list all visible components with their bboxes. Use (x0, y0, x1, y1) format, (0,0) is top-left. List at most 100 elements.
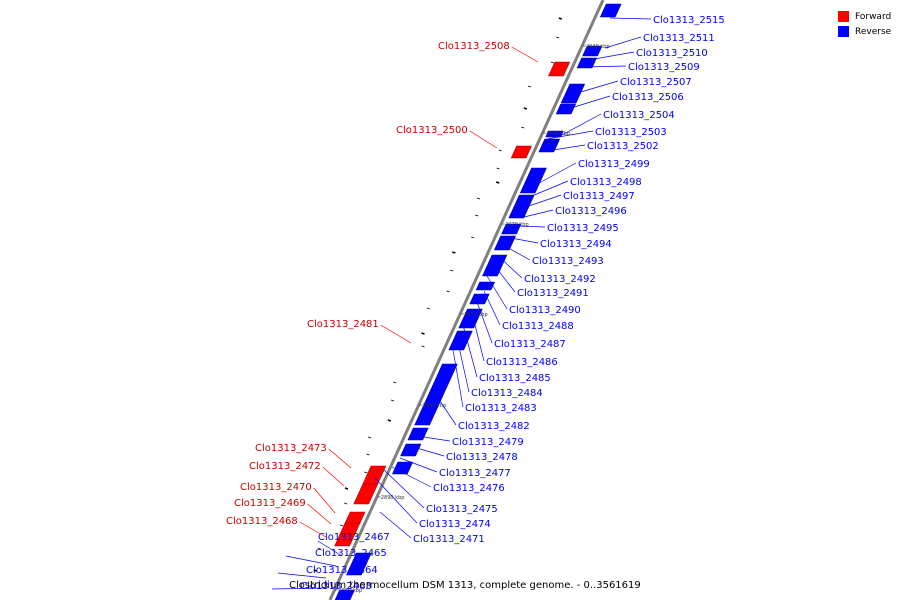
gene-block-fwd-0 (548, 61, 571, 77)
gene-block-rev-3 (560, 83, 586, 104)
leader-line (277, 572, 327, 579)
leader-line (502, 244, 531, 261)
gene-block-rev-21 (391, 461, 414, 475)
gene-block-rev-17 (448, 330, 473, 351)
gene-label: Clo1313_2486 (486, 357, 558, 368)
feature-dash (495, 181, 500, 184)
leader-line (519, 209, 554, 219)
feature-dash (476, 197, 481, 200)
gene-label: Clo1313_2498 (570, 177, 642, 188)
genome-caption: Clostridium thermocellum DSM 1313, compl… (289, 580, 641, 591)
gene-label: Clo1313_2485 (479, 373, 551, 384)
gene-block-rev-7 (538, 141, 559, 153)
gene-block-rev-2 (576, 57, 597, 69)
gene-label: Clo1313_2500 (396, 125, 468, 136)
gene-label: Clo1313_2490 (509, 305, 581, 316)
gene-block-fwd-1 (510, 145, 532, 159)
leader-line (496, 254, 523, 279)
leader-line (380, 324, 412, 344)
leader-line (469, 130, 498, 149)
feature-dash (450, 269, 454, 272)
leader-line (462, 324, 478, 378)
gene-label: Clo1313_2487 (494, 339, 566, 350)
gene-label: Clo1313_2475 (426, 504, 498, 515)
gene-label: Clo1313_2468 (226, 516, 298, 527)
gene-label: Clo1313_2491 (517, 288, 589, 299)
feature-dash (556, 36, 560, 39)
gene-block-rev-23 (334, 589, 355, 600)
leader-line (476, 301, 493, 344)
feature-dash (387, 419, 392, 422)
leader-line (452, 349, 464, 408)
tick-layer: 2940 kbp 2930 kbp 2920 kbp 2910 kbp 2900 kbp… (334, 44, 610, 594)
feature-dash (471, 236, 475, 239)
gene-label: Clo1313_2511 (643, 33, 715, 44)
gene-label: Clo1313_2506 (612, 92, 684, 103)
tick-label: 2930 kbp (546, 131, 570, 137)
feature-dash (368, 436, 372, 439)
legend-item-forward: Forward (838, 9, 891, 24)
gene-block-rev-11 (501, 223, 522, 235)
feature-dash (426, 307, 430, 310)
gene-label: Clo1313_2465 (315, 548, 387, 559)
gene-label: Clo1313_2482 (458, 421, 530, 432)
leader-line (582, 51, 635, 62)
gene-label: Clo1313_2507 (620, 77, 692, 88)
gene-label: Clo1313_2479 (452, 437, 524, 448)
leader-line (609, 17, 652, 20)
tick-label: 2890 kbp (381, 495, 405, 501)
leader-line (582, 65, 627, 68)
gene-label: Clo1313_2502 (587, 141, 659, 152)
tick-label: 2880 kbp (339, 588, 363, 594)
feature-dash (344, 487, 349, 490)
gene-block-rev-0 (599, 3, 622, 18)
tick-label: 2900 kbp (423, 403, 447, 409)
feature-dash (364, 471, 368, 474)
gene-label: Clo1313_2469 (234, 498, 306, 509)
feature-dash (558, 17, 563, 20)
feature-dash (550, 61, 554, 64)
gene-label: Clo1313_2495 (547, 223, 619, 234)
feature-dash (527, 85, 531, 88)
gene-labels-layer: Clo1313_2515 Clo1313_2511 Clo1313_2510 Clo1… (226, 15, 725, 592)
leader-line (379, 511, 412, 539)
feature-dash (393, 381, 397, 384)
gene-block-fwd-6 (334, 533, 356, 547)
gene-label: Clo1313_2472 (249, 461, 321, 472)
gene-label: Clo1313_2492 (524, 274, 596, 285)
gene-block-rev-20 (400, 443, 422, 457)
gene-block-rev-4 (555, 103, 577, 115)
gene-label: Clo1313_2504 (603, 110, 675, 121)
feature-dash (421, 345, 425, 348)
gene-label: Clo1313_2476 (433, 483, 505, 494)
leader-line (328, 448, 352, 469)
feature-dash (313, 569, 317, 572)
leader-line (604, 36, 642, 49)
gene-label: Clo1313_2510 (636, 48, 708, 59)
tick-label: 2910 kbp (464, 312, 488, 318)
gene-label: Clo1313_2515 (653, 15, 725, 26)
gene-block-rev-16 (458, 308, 483, 329)
leader-lines-layer (271, 17, 652, 590)
leader-line (416, 435, 451, 442)
gene-block-rev-5 (545, 130, 564, 138)
feature-dash (521, 126, 525, 129)
gene-label: Clo1313_2473 (255, 443, 327, 454)
feature-dash (390, 399, 395, 402)
feature-dash (498, 149, 502, 152)
gene-block-rev-1 (582, 45, 603, 57)
gene-label: Clo1313_2494 (540, 239, 612, 250)
feature-dash (344, 502, 348, 505)
gene-label: Clo1313_2474 (419, 519, 491, 530)
gene-label: Clo1313_2477 (439, 468, 511, 479)
backbone-line (328, 0, 605, 600)
gene-label: Clo1313_2497 (563, 191, 635, 202)
feature-dash (523, 107, 528, 110)
legend: Forward Reverse (838, 9, 891, 39)
gene-label: Clo1313_2496 (555, 206, 627, 217)
leader-line (486, 275, 508, 310)
gene-label: Clo1313_2467 (318, 532, 390, 543)
leader-line (313, 487, 336, 514)
gene-block-rev-22 (345, 552, 372, 576)
leader-line (493, 264, 516, 293)
